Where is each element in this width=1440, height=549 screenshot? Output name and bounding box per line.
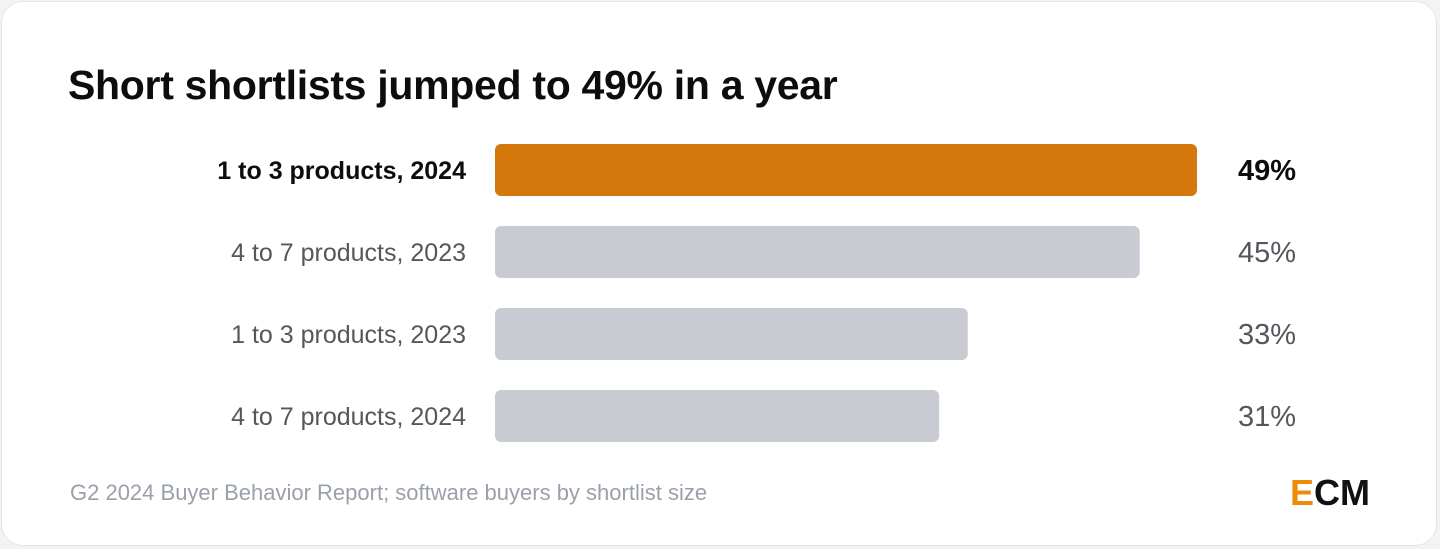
category-label: 1 to 3 products, 2023 — [231, 321, 466, 349]
value-label: 31% — [1238, 401, 1296, 433]
bar — [495, 390, 940, 442]
category-label: 4 to 7 products, 2024 — [231, 403, 466, 431]
category-label: 1 to 3 products, 2024 — [217, 157, 466, 185]
chart-title: Short shortlists jumped to 49% in a year — [68, 62, 838, 108]
bar — [495, 144, 1197, 196]
value-label: 45% — [1238, 237, 1296, 269]
value-label: 49% — [1238, 155, 1296, 187]
source-note: G2 2024 Buyer Behavior Report; software … — [70, 480, 708, 505]
category-label: 4 to 7 products, 2023 — [231, 239, 466, 267]
bar — [495, 308, 968, 360]
ecm-logo: ECM — [1290, 472, 1371, 513]
bar — [495, 226, 1140, 278]
value-label: 33% — [1238, 319, 1296, 351]
